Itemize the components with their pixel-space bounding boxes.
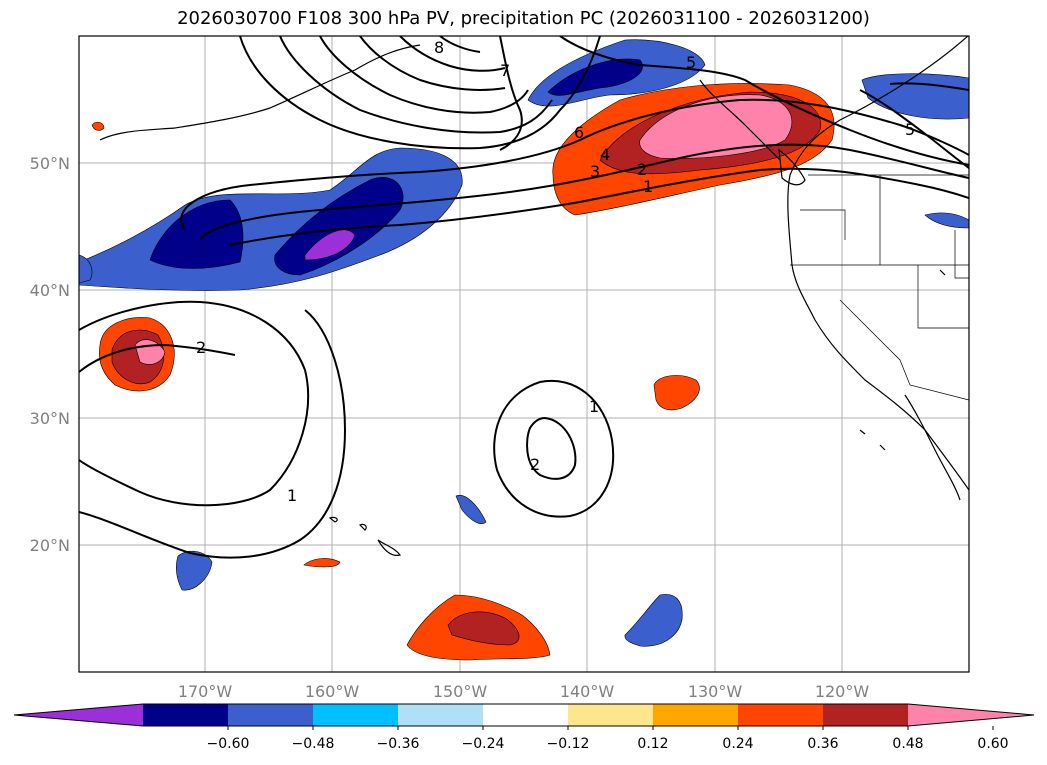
colorbar-tick-label: −0.36 <box>377 736 420 752</box>
colorbar-bin <box>143 704 229 726</box>
coastlines <box>99 36 969 557</box>
anomaly-core-west <box>149 199 244 269</box>
colorbar-bin <box>228 704 314 726</box>
colorbar-tick-label: 0.24 <box>722 736 753 752</box>
lat-tick-label: 50°N <box>30 154 70 173</box>
contour-label-group: 7 8 6 5 4 3 2 1 5 2 1 1 2 <box>196 38 915 505</box>
contour-label: 1 <box>589 397 599 416</box>
colorbar-extend-max <box>908 704 1034 726</box>
colorbar-outline <box>13 703 1035 727</box>
lat-tick-label: 40°N <box>30 281 70 300</box>
colorbar-bin <box>313 704 399 726</box>
map-background <box>79 36 969 672</box>
positive-anomaly-fields <box>91 83 835 661</box>
colorbar-tick-label: −0.24 <box>462 736 505 752</box>
lon-tick-label: 140°W <box>560 682 615 701</box>
contour-label: 1 <box>287 486 297 505</box>
colorbar-bin <box>823 704 909 726</box>
pv-contours <box>79 36 969 559</box>
anomaly-central-small <box>653 375 700 411</box>
colorbar: −0.60 −0.48 −0.36 −0.24 −0.12 0.12 0.24 0.36 0.4… <box>13 703 1035 752</box>
contour-label: 5 <box>686 53 696 72</box>
negative-anomaly-fields <box>79 39 969 647</box>
anomaly-south-pacific-core <box>447 611 520 646</box>
anomaly-min-central <box>304 229 356 261</box>
colorbar-bin <box>483 704 569 726</box>
contour-label: 7 <box>500 61 510 80</box>
lon-tick-label: 120°W <box>815 682 870 701</box>
colorbar-tick-label: 0.12 <box>637 736 668 752</box>
anomaly-tiny-northwest <box>91 121 105 131</box>
contour-label: 2 <box>196 338 206 357</box>
anomaly-west-edge <box>79 254 93 284</box>
colorbar-tick-label: 0.48 <box>892 736 923 752</box>
colorbar-tick-label: −0.12 <box>547 736 590 752</box>
map-title: 2026030700 F108 300 hPa PV, precipitatio… <box>177 8 870 29</box>
longitude-axis: 170°W 160°W 150°W 140°W 130°W 120°W <box>178 682 870 701</box>
colorbar-bin <box>398 704 484 726</box>
colorbar-bin <box>738 704 824 726</box>
contour-label: 3 <box>590 162 600 181</box>
lat-tick-label: 20°N <box>30 536 70 555</box>
lat-tick-label: 30°N <box>30 409 70 428</box>
lon-tick-label: 150°W <box>433 682 488 701</box>
latitude-axis: 50°N 40°N 30°N 20°N <box>30 154 70 555</box>
anomaly-south-west <box>176 550 213 591</box>
anomaly-core-central <box>274 177 404 276</box>
colorbar-tick-label: −0.60 <box>207 736 250 752</box>
colorbar-bin <box>653 704 739 726</box>
anomaly-hawaii-east <box>455 494 487 524</box>
lon-tick-label: 170°W <box>178 682 233 701</box>
anomaly-hawaii-west <box>303 558 341 568</box>
colorbar-bin <box>568 704 654 726</box>
lon-tick-label: 130°W <box>688 682 743 701</box>
contour-label: 1 <box>643 177 653 196</box>
anomaly-east-small <box>924 212 969 229</box>
anomaly-south-central <box>624 594 683 647</box>
colorbar-tick-label: 0.36 <box>807 736 838 752</box>
colorbar-extend-min <box>14 704 143 726</box>
contour-label: 2 <box>637 160 647 179</box>
colorbar-tick-label: −0.48 <box>292 736 335 752</box>
contour-label: 4 <box>600 145 610 164</box>
colorbar-tick-label: 0.60 <box>977 736 1008 752</box>
political-boundaries <box>790 174 969 401</box>
contour-label: 8 <box>434 38 444 57</box>
anomaly-northeast-pacific-max <box>639 94 793 159</box>
lon-tick-label: 160°W <box>305 682 360 701</box>
contour-label: 5 <box>905 120 915 139</box>
contour-label: 2 <box>530 455 540 474</box>
map-frame <box>78 35 970 673</box>
contour-label: 6 <box>574 123 584 142</box>
